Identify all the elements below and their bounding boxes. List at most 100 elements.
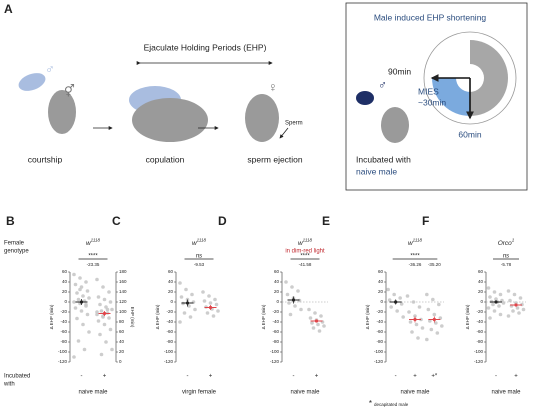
data-point [78, 287, 82, 292]
data-point [202, 299, 207, 303]
data-point [76, 297, 81, 302]
inset-caption: Incubated with [356, 154, 411, 164]
row-label: genotype [4, 249, 29, 255]
y-tick-label: -100 [58, 349, 68, 354]
data-point [78, 276, 82, 280]
y-tick-label: -80 [166, 339, 173, 344]
data-point [506, 289, 511, 293]
data-point [416, 336, 420, 340]
sperm-arrow [279, 127, 289, 139]
data-point [319, 314, 323, 318]
row-label: with [3, 382, 15, 388]
data-point [431, 297, 435, 302]
inset-caption: naive male [356, 166, 397, 176]
data-point [81, 322, 85, 327]
data-point [486, 286, 491, 290]
panel-label: B [6, 214, 15, 228]
data-point [517, 311, 521, 315]
mean-dot [79, 300, 84, 304]
y-tick-label: 60 [62, 269, 68, 274]
data-point [95, 312, 99, 317]
data-point [417, 305, 422, 309]
panel-label: A [4, 2, 13, 16]
y-tick-label: -20 [60, 309, 67, 314]
y-tick-label: -100 [474, 349, 484, 354]
data-point [308, 316, 313, 320]
data-point [486, 306, 491, 310]
significance: ns [503, 254, 509, 260]
y-tick-label: -120 [270, 359, 280, 364]
data-point [420, 326, 425, 330]
y-tick-label: 40 [478, 279, 484, 284]
y-tick-label: 60 [378, 269, 384, 274]
x-axis-label: naive male [491, 390, 521, 396]
data-point [85, 289, 90, 293]
y2-tick-label: 40 [119, 339, 125, 344]
female-fly [381, 107, 409, 143]
clock-wedge [470, 40, 508, 116]
y2-tick-label: 80 [119, 319, 125, 324]
y-tick-label: -20 [272, 309, 279, 314]
y-tick-label: -40 [376, 319, 383, 324]
data-point [72, 272, 76, 277]
data-point [501, 301, 506, 305]
data-point [79, 309, 84, 313]
data-point [187, 304, 191, 308]
x-tick-label: + [315, 374, 319, 380]
data-point [511, 309, 515, 313]
data-point [216, 309, 220, 313]
y-tick-label: -40 [60, 319, 67, 324]
genotype: w1118 [298, 238, 313, 247]
data-point [386, 287, 390, 292]
y-axis-label: Δ EHP (min) [465, 304, 470, 329]
data-point [407, 310, 411, 314]
y2-tick-label: 120 [119, 299, 127, 304]
y2-tick-label: 140 [119, 289, 127, 294]
data-point [98, 302, 102, 307]
data-point [317, 329, 322, 333]
y-tick-label: -60 [272, 329, 279, 334]
data-point [508, 298, 512, 303]
genotype-base: w [86, 240, 92, 247]
data-point [87, 330, 91, 334]
row-label: Female [4, 241, 25, 247]
data-point [107, 290, 111, 294]
significance: **** [88, 254, 98, 260]
y-tick-label: 40 [168, 279, 174, 284]
data-point [432, 312, 437, 317]
data-point [84, 280, 88, 284]
data-point [102, 322, 107, 327]
genotype: w1118 [86, 238, 101, 247]
y-tick-label: -40 [166, 319, 173, 324]
data-point [85, 312, 90, 317]
mean-dot [102, 311, 107, 316]
y2-tick-label: 20 [119, 349, 125, 354]
data-point [288, 312, 293, 317]
data-point [284, 280, 288, 284]
data-point [521, 307, 526, 312]
y-tick-label: -100 [374, 349, 384, 354]
y-tick-label: -100 [164, 349, 174, 354]
genotype-sup: 1118 [197, 238, 207, 243]
female-symbol: ♀ [268, 79, 278, 94]
data-point [316, 322, 320, 327]
y-tick-label: 20 [378, 289, 384, 294]
x-tick-label: +* [431, 374, 438, 380]
data-point [398, 296, 402, 300]
step-label: copulation [146, 154, 185, 164]
data-point [101, 285, 105, 289]
data-point [95, 310, 99, 314]
data-point [81, 294, 85, 298]
data-point [518, 296, 523, 300]
data-point [506, 314, 511, 318]
y2-tick-label: 0 [119, 359, 122, 364]
data-point [440, 324, 444, 328]
genotype-base: w [298, 240, 304, 247]
data-point [105, 307, 110, 312]
difference: -36.26 [409, 262, 422, 267]
y-tick-label: -120 [164, 359, 174, 364]
mean-dot [432, 317, 436, 322]
data-point [95, 277, 99, 282]
data-point [99, 309, 104, 313]
